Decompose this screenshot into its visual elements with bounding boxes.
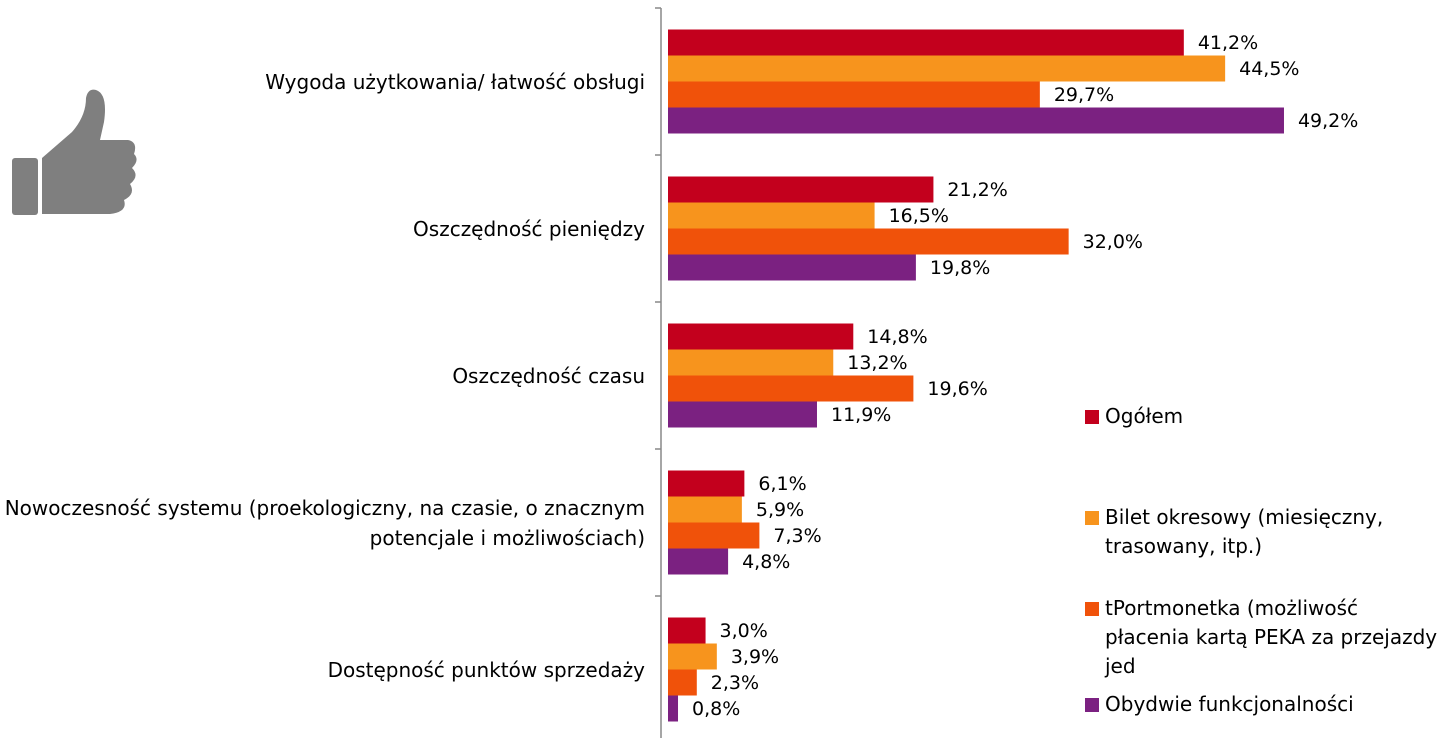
bar bbox=[668, 669, 697, 696]
bar bbox=[668, 617, 706, 644]
legend-item: tPortmonetka (możliwość płacenia kartą P… bbox=[1085, 594, 1440, 681]
value-label: 19,6% bbox=[927, 378, 987, 400]
legend-label: Bilet okresowy (miesięczny, trasowany, i… bbox=[1105, 505, 1384, 558]
legend-swatch bbox=[1085, 410, 1099, 424]
value-label: 44,5% bbox=[1239, 58, 1299, 80]
legend-swatch bbox=[1085, 602, 1099, 616]
value-label: 49,2% bbox=[1298, 110, 1358, 132]
category-label: Dostępność punktów sprzedaży bbox=[327, 657, 645, 682]
bar bbox=[668, 401, 817, 428]
bar bbox=[668, 107, 1284, 134]
legend-item: Bilet okresowy (miesięczny, trasowany, i… bbox=[1085, 503, 1440, 561]
bar bbox=[668, 522, 760, 549]
legend-item: Obydwie funkcjonalności bbox=[1085, 690, 1440, 719]
legend-swatch bbox=[1085, 511, 1099, 525]
category-label: Wygoda użytkowania/ łatwość obsługi bbox=[265, 69, 645, 94]
value-label: 19,8% bbox=[930, 257, 990, 279]
value-label: 7,3% bbox=[773, 525, 821, 547]
value-label: 5,9% bbox=[756, 499, 804, 521]
legend-item: Ogółem bbox=[1085, 402, 1440, 431]
category-label: Oszczędność pieniędzy bbox=[413, 216, 645, 241]
value-label: 2,3% bbox=[711, 672, 759, 694]
bar bbox=[668, 228, 1069, 255]
value-label: 21,2% bbox=[947, 179, 1007, 201]
value-label: 29,7% bbox=[1054, 84, 1114, 106]
bar bbox=[668, 548, 729, 575]
value-label: 11,9% bbox=[831, 404, 891, 426]
value-label: 3,9% bbox=[731, 646, 779, 668]
bar bbox=[668, 202, 875, 229]
legend-swatch bbox=[1085, 698, 1099, 712]
bar bbox=[668, 323, 854, 350]
bar bbox=[668, 349, 834, 376]
bar bbox=[668, 496, 742, 523]
bar bbox=[668, 643, 717, 670]
bar bbox=[668, 254, 916, 281]
bar bbox=[668, 29, 1184, 56]
value-label: 14,8% bbox=[867, 326, 927, 348]
category-label: Nowoczesność systemu (proekologiczny, na… bbox=[4, 495, 645, 550]
bar bbox=[668, 375, 914, 402]
thumbs-up-icon bbox=[12, 89, 137, 215]
legend-label: tPortmonetka (możliwość płacenia kartą P… bbox=[1105, 596, 1438, 678]
bar bbox=[668, 695, 679, 722]
bar bbox=[668, 81, 1040, 108]
value-label: 41,2% bbox=[1198, 32, 1258, 54]
legend-label: Ogółem bbox=[1105, 404, 1184, 428]
bar bbox=[668, 176, 934, 203]
value-label: 32,0% bbox=[1083, 231, 1143, 253]
category-label: Oszczędność czasu bbox=[452, 363, 645, 388]
value-label: 16,5% bbox=[889, 205, 949, 227]
bar bbox=[668, 470, 745, 497]
value-label: 4,8% bbox=[742, 551, 790, 573]
value-label: 6,1% bbox=[758, 473, 806, 495]
value-label: 13,2% bbox=[847, 352, 907, 374]
value-label: 3,0% bbox=[720, 620, 768, 642]
legend-label: Obydwie funkcjonalności bbox=[1105, 692, 1354, 716]
value-label: 0,8% bbox=[692, 698, 740, 720]
bar bbox=[668, 55, 1226, 82]
